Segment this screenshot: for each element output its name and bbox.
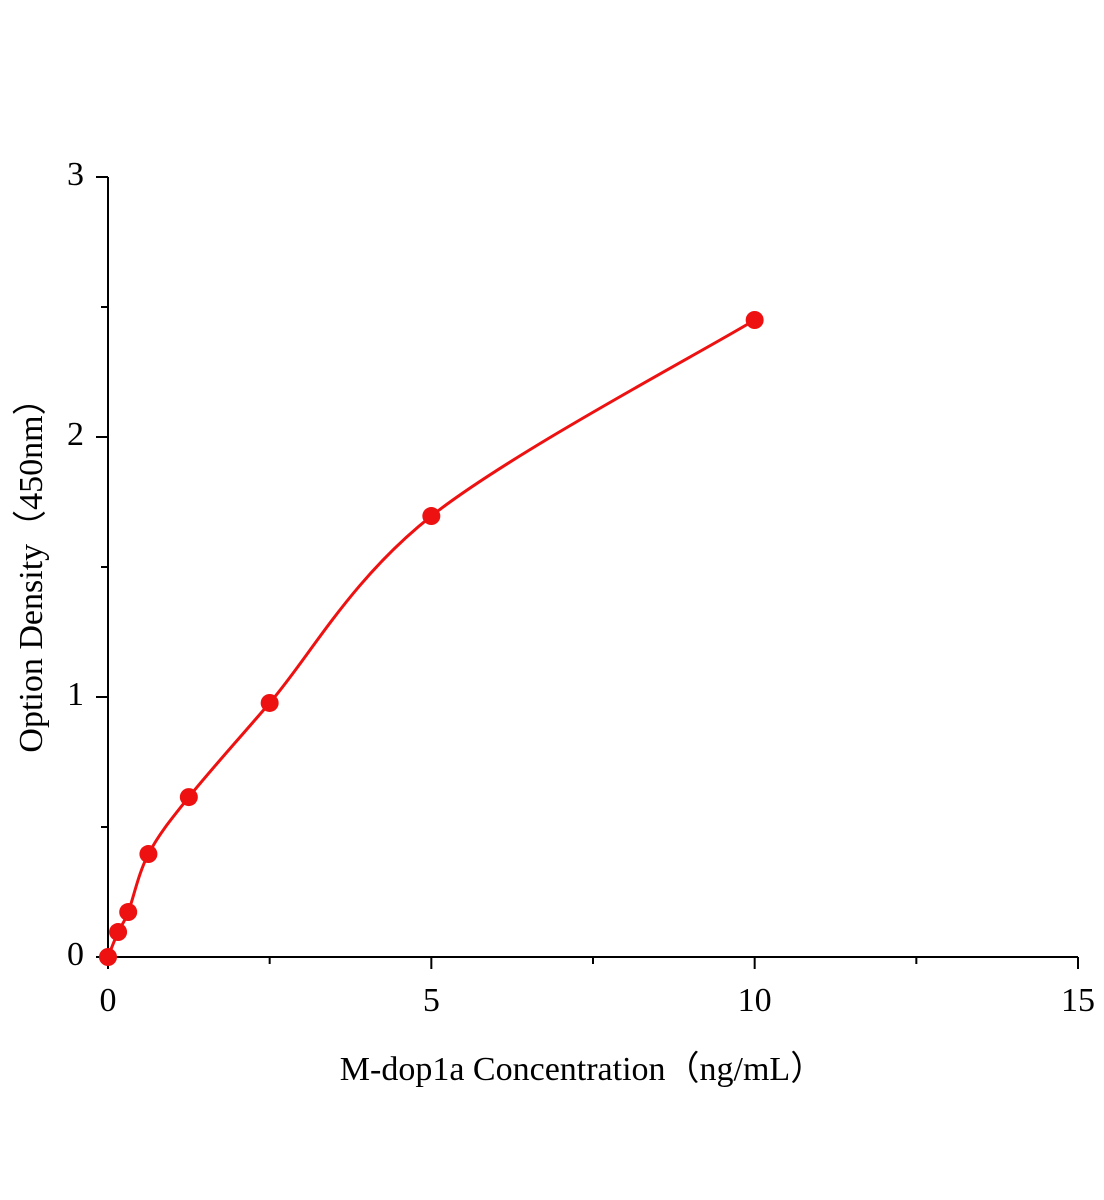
- data-point: [260, 693, 279, 712]
- y-tick-label: 3: [67, 156, 84, 193]
- y-tick-label: 1: [67, 676, 84, 713]
- y-tick-label: 0: [67, 936, 84, 973]
- x-tick-label: 0: [100, 982, 117, 1019]
- x-axis-label: M-dop1a Concentration（ng/mL）: [340, 1050, 824, 1088]
- data-point: [422, 507, 441, 526]
- fit-curve: [106, 318, 756, 958]
- x-tick-label: 5: [423, 982, 440, 1019]
- y-axis-label: Option Density（450nm）: [12, 381, 50, 752]
- data-point: [119, 903, 138, 922]
- data-point: [745, 311, 764, 329]
- data-point: [99, 948, 117, 966]
- x-tick-label: 15: [1061, 982, 1095, 1019]
- data-point: [139, 845, 158, 864]
- data-point: [109, 923, 128, 942]
- data-point: [179, 788, 198, 807]
- x-tick-label: 10: [738, 982, 772, 1019]
- y-tick-label: 2: [67, 416, 84, 453]
